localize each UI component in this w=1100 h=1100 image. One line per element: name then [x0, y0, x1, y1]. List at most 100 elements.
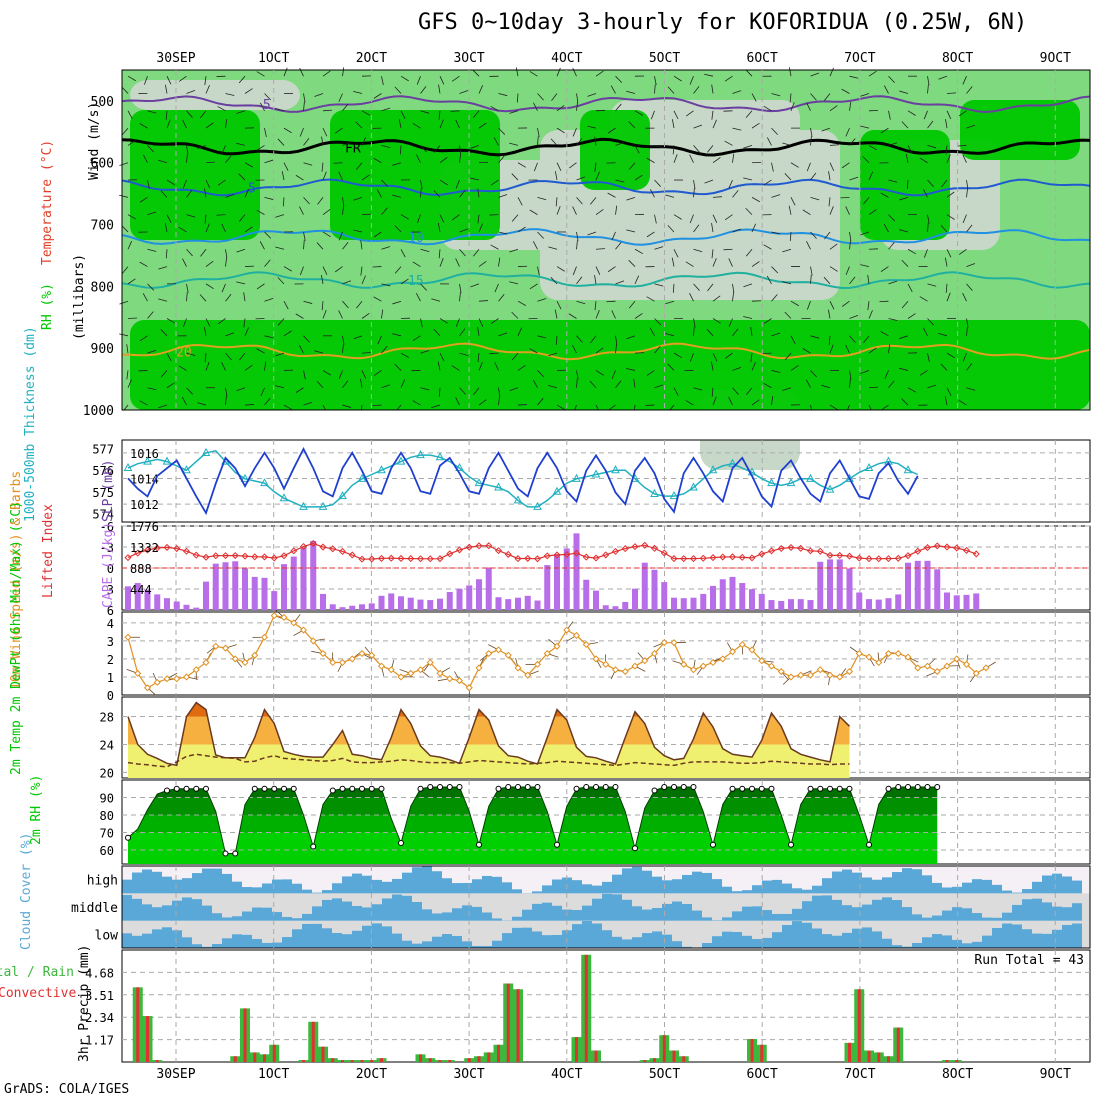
cape-bar: [417, 599, 424, 610]
cloud-cell: [772, 879, 782, 894]
upper-y-tick: 700: [91, 219, 114, 234]
cloud-cell: [422, 866, 432, 894]
precip-conv-bar: [233, 1056, 237, 1062]
cape-bar: [125, 586, 131, 610]
precip-conv-bar: [302, 1060, 305, 1062]
cape-bar: [905, 562, 911, 610]
cloud-cell: [422, 909, 432, 921]
wind-barb: [587, 93, 597, 97]
li-point: [455, 546, 464, 554]
x-tick-label-top: 4OCT: [551, 51, 582, 66]
cloud-cell: [1012, 904, 1022, 921]
wind-barb: [966, 86, 973, 94]
cape-bar: [154, 594, 161, 610]
cape-bar: [612, 606, 619, 610]
wind-barb: [693, 145, 700, 153]
x-tick-label-bottom: 2OCT: [356, 1067, 387, 1082]
wind-barb: [849, 75, 859, 79]
wind-barb: [119, 300, 129, 305]
li-point: [621, 545, 629, 553]
wind-barb: [673, 387, 679, 396]
thickness-point: [182, 465, 191, 474]
cloud-cell: [132, 935, 142, 948]
wind-barb: [498, 194, 508, 198]
li-point: [475, 542, 483, 550]
li-point: [611, 547, 620, 555]
wind-barb: [711, 387, 714, 397]
cloud-cell: [712, 936, 722, 948]
wind-barb: [806, 102, 811, 111]
wind-barb: [550, 277, 558, 285]
cloud-cell: [952, 907, 962, 921]
cloud-cell: [822, 878, 832, 894]
wind10-point: [602, 660, 610, 668]
li-point: [738, 553, 746, 561]
wind-barb: [431, 404, 441, 409]
wind10-point: [309, 637, 317, 645]
wind10-point: [894, 649, 902, 658]
precip-conv-bar: [243, 1008, 247, 1062]
cloud-cell: [922, 937, 932, 948]
wind-barb: [626, 196, 636, 201]
cloud-cell: [442, 934, 452, 948]
rh2m-point: [164, 787, 170, 794]
ylabel-cloud: Cloud Cover (%): [19, 833, 34, 950]
cape-bar: [622, 601, 629, 610]
cloud-cell: [512, 916, 522, 921]
wind-barb: [556, 404, 565, 410]
cloud-cell: [572, 910, 582, 921]
cloud-cell: [732, 911, 742, 921]
wind-barb: [615, 205, 618, 215]
li-point: [192, 551, 200, 559]
wind10-point: [680, 660, 688, 668]
cloud-cell: [142, 904, 152, 921]
li-point: [592, 554, 600, 562]
wind-barb: [946, 352, 955, 359]
wind-barb: [459, 387, 466, 395]
cloud-cell: [802, 901, 812, 921]
wind-barb: [166, 214, 172, 223]
wind-barb: [654, 346, 661, 354]
wind-barb: [295, 313, 304, 319]
li-point: [806, 547, 815, 555]
wind-barb: [316, 242, 324, 250]
wind-barb: [802, 348, 811, 354]
wind10-point: [202, 658, 210, 667]
cloud-cell: [182, 897, 192, 921]
wind-barb: [275, 107, 285, 112]
wind10-point: [962, 660, 971, 668]
thickness-point: [279, 493, 289, 502]
wind-barb: [628, 300, 636, 309]
wind-barb: [649, 189, 655, 198]
wind-barb: [244, 327, 249, 336]
wind-barb: [946, 154, 951, 163]
wind10-point: [153, 678, 161, 686]
rh2m-point: [193, 785, 200, 792]
wind-barb: [147, 283, 155, 291]
rh2m-point: [310, 843, 317, 850]
ylabel-precip: 3hr Precip (mm): [77, 945, 92, 1062]
wind-barb: [147, 110, 157, 114]
wind-barb: [394, 225, 402, 233]
wind-barb: [489, 352, 499, 355]
wind-barb: [860, 264, 870, 267]
wind-barb: [880, 331, 889, 337]
wind-barb: [689, 214, 694, 224]
wind10-point: [124, 633, 132, 641]
wind-barb: [611, 370, 616, 379]
cloud-cell: [152, 871, 162, 894]
wind-barb: [438, 387, 441, 397]
cloud-cell: [482, 912, 492, 921]
precip-conv-bar: [955, 1060, 959, 1062]
wind-barb: [712, 396, 717, 406]
wind-barb: [205, 179, 211, 189]
wind-barb: [459, 292, 461, 302]
precip-conv-bar: [760, 1044, 764, 1062]
wind-barb: [907, 283, 913, 293]
wind-barb: [256, 145, 265, 151]
li-point: [221, 552, 230, 560]
isotherm-label: FR: [345, 141, 361, 156]
cloud-cell: [502, 882, 512, 894]
x-tick-label-bottom: 4OCT: [551, 1067, 582, 1082]
wind-barb: [160, 370, 168, 378]
